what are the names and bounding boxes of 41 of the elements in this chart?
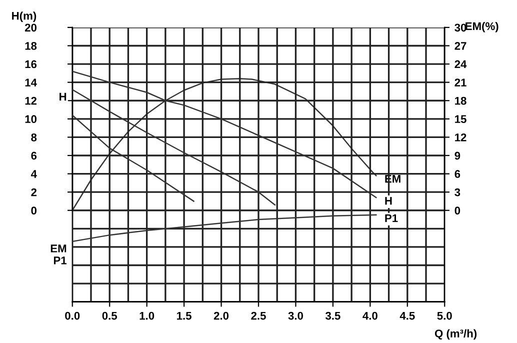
- y-tick-label: 6: [31, 152, 37, 160]
- y2-tick-label: 30: [454, 24, 466, 32]
- y-tick-label: 12: [25, 96, 37, 105]
- y2-tick-label: 18: [455, 96, 466, 105]
- y-tick-label: 20: [24, 24, 37, 32]
- x-tick-label: 1.0: [140, 312, 154, 320]
- y2-tick-label: 12: [455, 133, 466, 142]
- y-tick-label: 10: [25, 115, 37, 124]
- annotation: EM P1: [50, 244, 67, 264]
- y2-tick-label: 9: [454, 152, 460, 160]
- annotation: H: [60, 92, 66, 100]
- line-series: [72, 214, 377, 242]
- x-axis-title: Q (m³/h): [434, 329, 477, 340]
- y-tick-label: 16: [25, 60, 37, 68]
- x-tick-label: 1.5: [177, 312, 192, 320]
- y-tick-label: 2: [31, 188, 37, 196]
- y-tick-label: 14: [25, 78, 37, 86]
- x-tick-label: 2.5: [251, 312, 266, 320]
- x-tick-label: 2.0: [214, 312, 229, 320]
- y-tick-label: 4: [30, 170, 37, 178]
- y-tick-label: 0: [31, 206, 37, 215]
- y2-tick-label: 27: [454, 42, 466, 50]
- y2-tick-label: 21: [454, 78, 466, 86]
- series-label: P1: [385, 214, 398, 222]
- x-tick-label: 0.5: [102, 312, 118, 320]
- y2-axis-title: EM(%): [466, 22, 498, 32]
- x-tick-label: 4.0: [362, 312, 378, 320]
- x-tick-label: 3.0: [288, 312, 303, 320]
- y2-tick-label: 3: [454, 188, 460, 196]
- y2-tick-label: 24: [454, 60, 467, 68]
- y2-tick-label: 6: [454, 170, 460, 178]
- x-tick-label: 0.0: [65, 312, 80, 320]
- y-tick-label: 18: [25, 42, 37, 50]
- y-tick-label: 8: [31, 133, 37, 142]
- y2-tick-label: 0: [454, 206, 460, 215]
- x-tick-label: 4.5: [400, 312, 415, 320]
- y2-tick-label: 15: [455, 115, 466, 124]
- y-axis-title: H(m): [12, 12, 36, 22]
- x-tick-label: 3.5: [325, 312, 340, 320]
- x-tick-label: 5.0: [437, 312, 452, 320]
- series-label: H: [385, 196, 392, 205]
